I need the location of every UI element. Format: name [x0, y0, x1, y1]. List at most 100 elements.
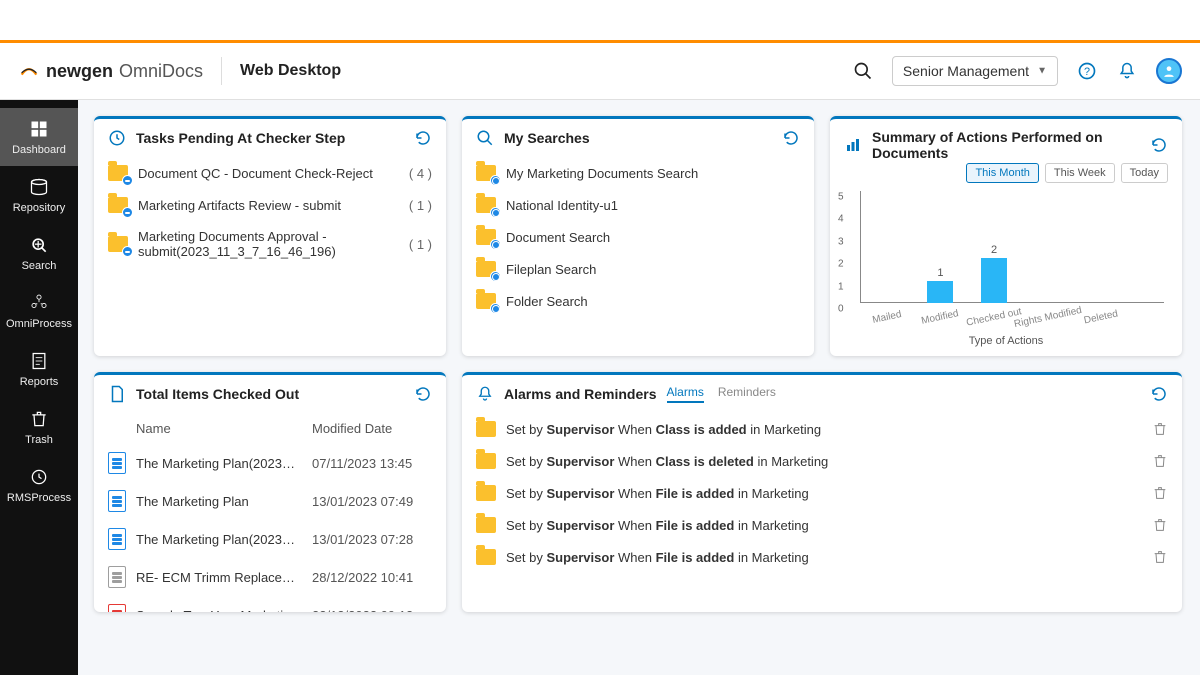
search-icon: [28, 234, 50, 256]
refresh-icon[interactable]: [414, 385, 432, 403]
checkedout-row[interactable]: Sample Two Year Marketing Plan22/12/2022…: [94, 596, 446, 612]
trash-icon[interactable]: [1152, 485, 1168, 501]
task-row[interactable]: Marketing Documents Approval - submit(20…: [94, 221, 446, 267]
brand-secondary: OmniDocs: [119, 61, 203, 82]
tab-reminders[interactable]: Reminders: [718, 385, 776, 403]
alarm-text: Set by Supervisor When Class is deleted …: [506, 454, 1142, 469]
x-axis-label: Type of Actions: [969, 335, 1044, 347]
panel-title: My Searches: [504, 130, 772, 146]
txt-icon: [108, 566, 126, 588]
help-icon[interactable]: ?: [1076, 60, 1098, 82]
search-label: National Identity-u1: [506, 198, 800, 213]
sidebar: DashboardRepositorySearchOmniProcessRepo…: [0, 100, 78, 675]
alarm-row[interactable]: Set by Supervisor When Class is deleted …: [462, 445, 1182, 477]
category-label: Modified: [921, 308, 960, 327]
trash-icon[interactable]: [1152, 421, 1168, 437]
search-icon[interactable]: [852, 60, 874, 82]
searches-panel: My Searches My Marketing Documents Searc…: [462, 116, 814, 356]
trash-icon[interactable]: [1152, 517, 1168, 533]
trash-icon[interactable]: [1152, 549, 1168, 565]
panel-title: Tasks Pending At Checker Step: [136, 130, 404, 146]
alarm-text: Set by Supervisor When File is added in …: [506, 486, 1142, 501]
task-row[interactable]: Document QC - Document Check-Reject( 4 ): [94, 157, 446, 189]
folder-icon: [476, 261, 496, 277]
checkedout-row[interactable]: RE- ECM Trimm Replacement 26-12-20...28/…: [94, 558, 446, 596]
search-row[interactable]: Fileplan Search: [462, 253, 814, 285]
nav-dashboard[interactable]: Dashboard: [0, 108, 78, 166]
bell-icon[interactable]: [1116, 60, 1138, 82]
doc-name: The Marketing Plan: [136, 494, 302, 509]
refresh-icon[interactable]: [782, 129, 800, 147]
category-label: Rights Modified: [1013, 305, 1083, 330]
checkedout-row[interactable]: The Marketing Plan 13/01/2023 07:49: [94, 482, 446, 520]
alarm-row[interactable]: Set by Supervisor When File is added in …: [462, 509, 1182, 541]
trash-icon[interactable]: [1152, 453, 1168, 469]
nav-repository[interactable]: Repository: [0, 166, 78, 224]
search-row[interactable]: Document Search: [462, 221, 814, 253]
alarm-text: Set by Supervisor When Class is added in…: [506, 422, 1142, 437]
nav-search[interactable]: Search: [0, 224, 78, 282]
doc-icon: [108, 528, 126, 550]
refresh-icon[interactable]: [1150, 136, 1168, 154]
alarms-panel: Alarms and Reminders Alarms Reminders Set…: [462, 372, 1182, 612]
folder-icon: [476, 517, 496, 533]
logo-icon: [18, 60, 40, 82]
search-icon: [476, 129, 494, 147]
task-count: ( 1 ): [409, 237, 432, 252]
y-tick: 1: [838, 281, 844, 292]
doc-date: 13/01/2023 07:28: [312, 532, 432, 547]
alarm-row[interactable]: Set by Supervisor When Class is added in…: [462, 413, 1182, 445]
search-row[interactable]: National Identity-u1: [462, 189, 814, 221]
alarm-text: Set by Supervisor When File is added in …: [506, 550, 1142, 565]
nav-omniprocess[interactable]: OmniProcess: [0, 282, 78, 340]
refresh-icon[interactable]: [414, 129, 432, 147]
search-label: Document Search: [506, 230, 800, 245]
doc-icon: [108, 490, 126, 512]
category-label: Mailed: [871, 309, 902, 326]
checkedout-row[interactable]: The Marketing Plan(2023_1_2_11_18_15...0…: [94, 444, 446, 482]
search-label: Fileplan Search: [506, 262, 800, 277]
folder-icon: [476, 453, 496, 469]
rmsprocess-icon: [28, 466, 50, 488]
role-select[interactable]: Senior Management: [892, 56, 1058, 86]
task-row[interactable]: Marketing Artifacts Review - submit( 1 ): [94, 189, 446, 221]
omniprocess-icon: [28, 292, 50, 314]
y-tick: 5: [838, 192, 844, 203]
repository-icon: [28, 176, 50, 198]
topbar: newgen OmniDocs Web Desktop Senior Manag…: [0, 40, 1200, 100]
main-content: Tasks Pending At Checker Step Document Q…: [78, 100, 1200, 675]
doc-icon: [108, 452, 126, 474]
category-label: Deleted: [1083, 309, 1119, 327]
search-row[interactable]: Folder Search: [462, 285, 814, 317]
panel-title: Alarms and Reminders: [504, 386, 657, 402]
doc-date: 28/12/2022 10:41: [312, 570, 432, 585]
folder-icon: [476, 485, 496, 501]
checkedout-row[interactable]: The Marketing Plan(2023_1_13_7_28_58...1…: [94, 520, 446, 558]
search-label: My Marketing Documents Search: [506, 166, 800, 181]
task-label: Marketing Documents Approval - submit(20…: [138, 229, 399, 259]
dashboard-icon: [28, 118, 50, 140]
search-row[interactable]: My Marketing Documents Search: [462, 157, 814, 189]
avatar[interactable]: [1156, 58, 1182, 84]
folder-icon: [476, 421, 496, 437]
nav-rmsprocess[interactable]: RMSProcess: [0, 456, 78, 514]
col-date: Modified Date: [312, 421, 432, 436]
doc-date: 22/12/2022 09:13: [312, 608, 432, 613]
doc-date: 13/01/2023 07:49: [312, 494, 432, 509]
nav-trash[interactable]: Trash: [0, 398, 78, 456]
reports-icon: [28, 350, 50, 372]
refresh-icon[interactable]: [1150, 385, 1168, 403]
clock-icon: [108, 129, 126, 147]
search-label: Folder Search: [506, 294, 800, 309]
task-count: ( 1 ): [409, 198, 432, 213]
y-tick: 3: [838, 236, 844, 247]
nav-reports[interactable]: Reports: [0, 340, 78, 398]
alarm-text: Set by Supervisor When File is added in …: [506, 518, 1142, 533]
alarm-row[interactable]: Set by Supervisor When File is added in …: [462, 477, 1182, 509]
tab-alarms[interactable]: Alarms: [667, 385, 704, 403]
folder-icon: [108, 165, 128, 181]
folder-icon: [108, 197, 128, 213]
bar-value: 1: [927, 267, 953, 279]
y-tick: 0: [838, 304, 844, 315]
alarm-row[interactable]: Set by Supervisor When File is added in …: [462, 541, 1182, 573]
